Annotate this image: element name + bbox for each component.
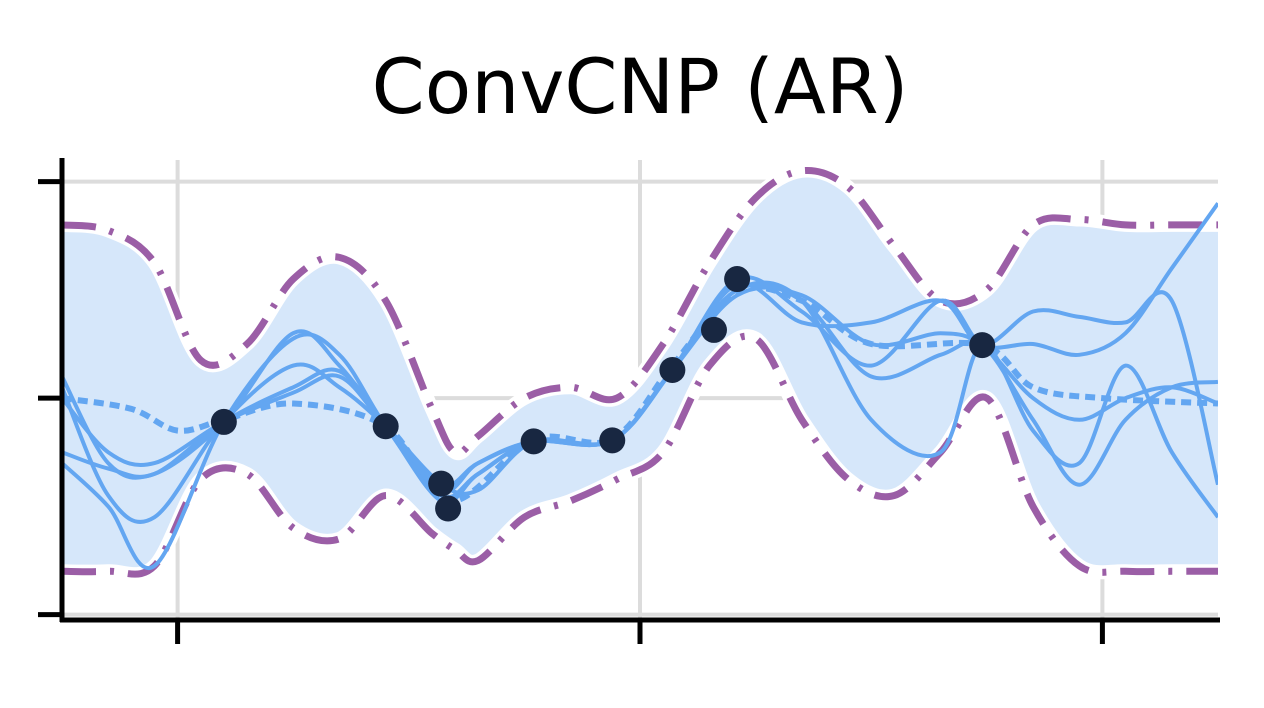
uncertainty-band	[62, 170, 1218, 575]
band-area	[62, 170, 1218, 575]
context-points	[210, 266, 996, 522]
sample-lines	[62, 202, 1218, 571]
context-point	[969, 332, 996, 359]
upper-bound-line	[62, 166, 1218, 457]
sample-line-5	[62, 285, 1218, 488]
chart-title: ConvCNP (AR)	[371, 42, 909, 131]
context-point	[724, 266, 751, 293]
axes	[38, 158, 1220, 644]
context-point	[435, 495, 462, 522]
context-point	[700, 316, 727, 343]
context-point	[210, 408, 237, 435]
context-point	[520, 428, 547, 455]
lower-bound-line	[62, 332, 1218, 578]
context-point	[659, 356, 686, 383]
bound-lines	[62, 163, 1218, 582]
context-point	[372, 413, 399, 440]
context-point	[428, 470, 455, 497]
context-point	[599, 427, 626, 454]
